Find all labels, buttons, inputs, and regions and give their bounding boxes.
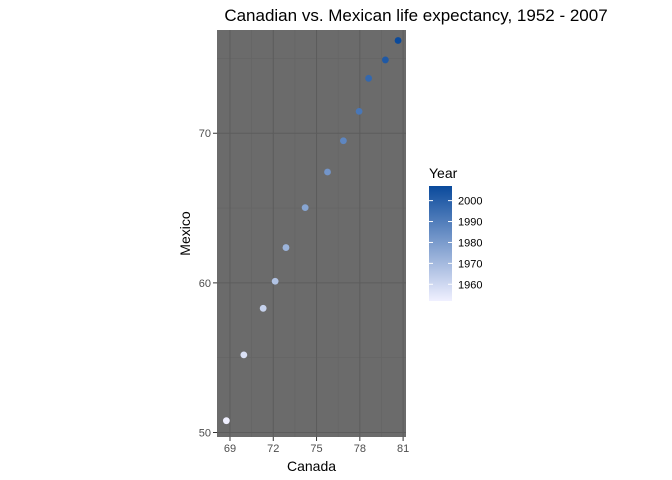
legend-tick-label: 1960: [458, 279, 482, 291]
legend: Year 1960 1970 1980 1990 2000: [429, 165, 482, 301]
data-point: [339, 137, 347, 145]
data-point: [355, 108, 363, 115]
data-points: [222, 37, 402, 425]
legend-tick-label: 2000: [458, 196, 482, 208]
legend-ticks: 1960 1970 1980 1990 2000: [429, 196, 482, 291]
data-point: [271, 277, 279, 285]
legend-tick-label: 1990: [458, 217, 482, 229]
x-tick-label: 78: [354, 443, 366, 455]
data-point: [394, 37, 402, 44]
x-tick-label: 72: [267, 443, 279, 455]
data-point: [222, 417, 230, 425]
x-tick-label: 75: [310, 443, 322, 455]
y-tick-label: 50: [199, 428, 211, 440]
data-point: [282, 244, 290, 251]
data-point: [324, 168, 331, 176]
legend-tick-label: 1980: [458, 237, 482, 249]
chart-title: Canadian vs. Mexican life expectancy, 19…: [224, 6, 607, 25]
data-point: [301, 204, 309, 212]
data-point: [240, 351, 248, 359]
y-tick-label: 60: [199, 278, 211, 290]
x-tick-label: 81: [397, 443, 409, 455]
x-tick-label: 69: [224, 443, 236, 455]
panel-background: [217, 30, 406, 437]
y-axis: 50 60 70: [199, 128, 217, 440]
y-axis-title: Mexico: [177, 211, 193, 256]
legend-colorbar: [429, 186, 452, 301]
data-point: [381, 56, 389, 64]
x-axis: 69 72 75 78 81: [224, 437, 409, 455]
data-point: [259, 304, 267, 312]
x-axis-title: Canada: [287, 458, 336, 474]
y-tick-label: 70: [199, 128, 211, 140]
legend-title: Year: [429, 165, 458, 181]
data-point: [365, 74, 373, 82]
legend-tick-label: 1970: [458, 258, 482, 270]
plot-panel: [217, 30, 406, 437]
